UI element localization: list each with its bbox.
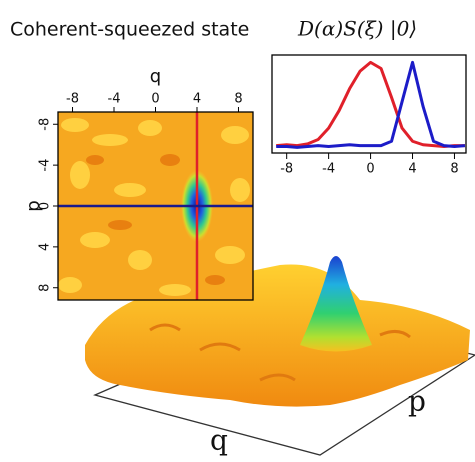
y-tick-label: 8 xyxy=(38,284,53,292)
title: Coherent-squeezed state xyxy=(10,19,249,41)
x-tick-label: 0 xyxy=(366,162,374,177)
x-tick-label: 8 xyxy=(234,92,242,107)
x-tick-label: -8 xyxy=(280,162,293,177)
surface-ripple xyxy=(149,323,411,382)
x-tick-label: -4 xyxy=(322,162,335,177)
x-axis-label: q xyxy=(150,66,161,87)
surface-peak xyxy=(300,256,372,352)
y-axis-label: p xyxy=(23,200,44,211)
x-tick-label: 8 xyxy=(450,162,458,177)
y-tick-label: 4 xyxy=(38,243,53,251)
line-frame xyxy=(271,54,467,154)
y-tick-label: -8 xyxy=(38,118,53,131)
line-series xyxy=(276,60,466,149)
surface-q-label: q xyxy=(210,424,228,457)
y-tick-label: -4 xyxy=(38,159,53,172)
x-tick-label: 0 xyxy=(151,92,159,107)
surface-p-label: p xyxy=(408,385,426,418)
x-tick-label: 4 xyxy=(193,92,201,107)
line-series xyxy=(276,60,465,148)
formula: D(α)S(ξ) |0⟩ xyxy=(297,17,417,42)
y-tick-label: 0 xyxy=(38,202,53,210)
x-tick-label: 4 xyxy=(408,162,416,177)
heatmap-texture xyxy=(58,118,250,296)
x-tick-label: -8 xyxy=(66,92,79,107)
x-tick-label: -4 xyxy=(108,92,121,107)
